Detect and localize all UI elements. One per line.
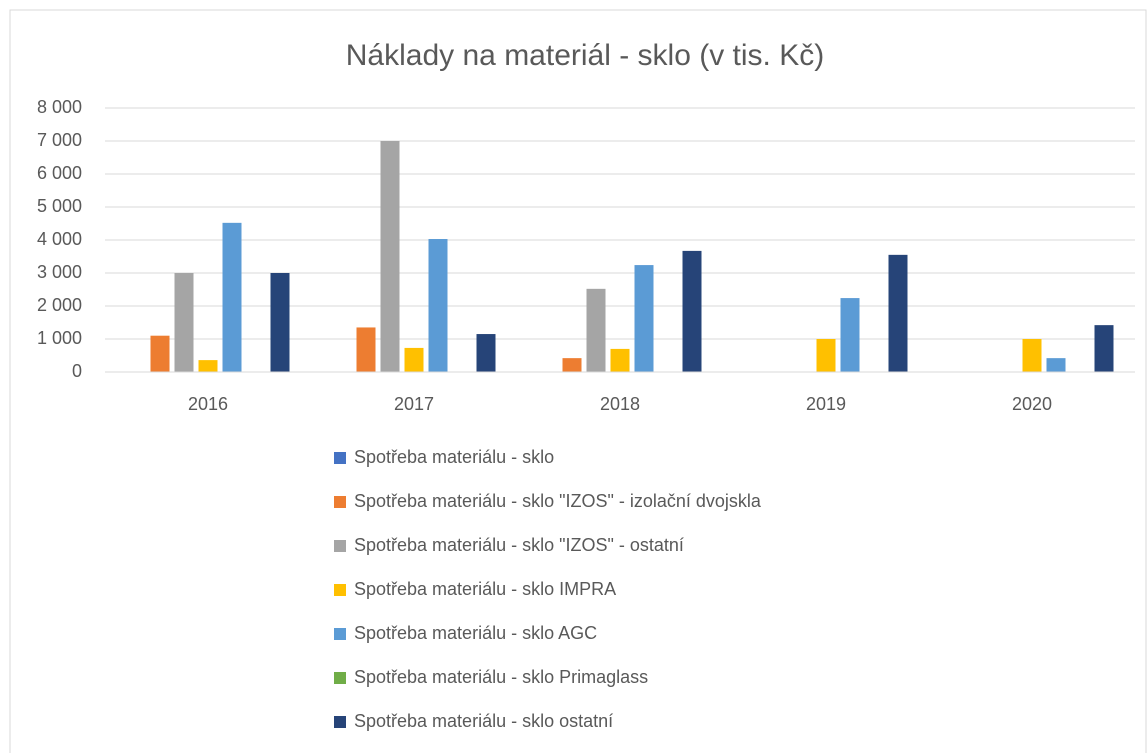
y-tick-label: 1 000 [37, 328, 82, 348]
bar [476, 334, 496, 372]
y-tick-label: 6 000 [37, 163, 82, 183]
bar [404, 347, 424, 372]
bar [356, 327, 376, 372]
legend-swatch [334, 716, 346, 728]
bar [682, 250, 702, 372]
x-tick-label: 2018 [600, 394, 640, 414]
bar [634, 265, 654, 372]
y-tick-label: 3 000 [37, 262, 82, 282]
bar [1094, 325, 1114, 372]
bar [840, 298, 860, 372]
bar [562, 358, 582, 372]
legend-label: Spotřeba materiálu - sklo AGC [354, 623, 597, 643]
bar [1022, 339, 1042, 372]
legend-swatch [334, 496, 346, 508]
y-tick-label: 2 000 [37, 295, 82, 315]
y-tick-label: 5 000 [37, 196, 82, 216]
legend-label: Spotřeba materiálu - sklo "IZOS" - ostat… [354, 535, 684, 555]
y-tick-label: 7 000 [37, 130, 82, 150]
bar [270, 273, 290, 372]
x-tick-label: 2016 [188, 394, 228, 414]
bar [198, 360, 218, 372]
legend-label: Spotřeba materiálu - sklo Primaglass [354, 667, 648, 687]
legend-swatch [334, 628, 346, 640]
bar [428, 239, 448, 372]
bar [222, 222, 242, 372]
chart-title: Náklady na materiál - sklo (v tis. Kč) [346, 39, 824, 72]
y-tick-label: 8 000 [37, 97, 82, 117]
legend-swatch [334, 540, 346, 552]
legend-swatch [334, 584, 346, 596]
legend-label: Spotřeba materiálu - sklo IMPRA [354, 579, 616, 599]
bar [586, 288, 606, 372]
x-tick-label: 2020 [1012, 394, 1052, 414]
bar [888, 254, 908, 372]
y-tick-label: 0 [72, 361, 82, 381]
y-tick-label: 4 000 [37, 229, 82, 249]
x-tick-label: 2017 [394, 394, 434, 414]
chart-border [9, 9, 1147, 753]
bar [610, 348, 630, 372]
legend-label: Spotřeba materiálu - sklo "IZOS" - izola… [354, 491, 762, 511]
legend-label: Spotřeba materiálu - sklo [354, 447, 554, 467]
legend-label: Spotřeba materiálu - sklo ostatní [354, 711, 613, 731]
bar [1046, 358, 1066, 372]
x-tick-label: 2019 [806, 394, 846, 414]
bar [380, 141, 400, 372]
bar [174, 273, 194, 372]
bar [150, 335, 170, 372]
bar [816, 339, 836, 372]
legend-swatch [334, 672, 346, 684]
legend-swatch [334, 452, 346, 464]
